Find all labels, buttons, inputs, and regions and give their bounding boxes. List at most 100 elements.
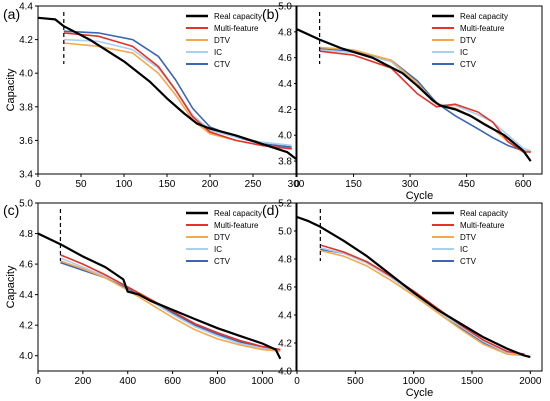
y-tick-label: 3.6	[19, 136, 33, 147]
panel-label: (b)	[262, 6, 279, 22]
series-line-dtv	[63, 42, 292, 150]
series-line-ic	[319, 49, 531, 152]
y-tick-label: 4.8	[278, 27, 292, 38]
y-tick-label: 3.8	[278, 157, 292, 168]
x-tick-label: 450	[458, 179, 475, 190]
y-tick-label: 4.2	[19, 321, 33, 332]
panel-label: (c)	[3, 202, 19, 218]
series-line-ctv	[319, 47, 531, 153]
series-line-dtv	[320, 249, 525, 357]
x-tick-label: 1000	[251, 376, 274, 387]
y-tick-label: 4.0	[278, 367, 292, 378]
series-line-real-capacity	[38, 16, 296, 160]
y-axis-label: Capacity	[5, 68, 17, 111]
plot-frame	[296, 5, 543, 175]
legend-label-ctv: CTV	[460, 257, 477, 266]
x-tick-label: 800	[209, 376, 226, 387]
y-tick-label: 5.0	[278, 227, 292, 238]
y-tick-label: 3.4	[19, 170, 33, 181]
y-tick-label: 4.2	[19, 35, 33, 46]
x-tick-label: 250	[245, 179, 262, 190]
legend-label-dtv: DTV	[214, 233, 231, 242]
y-tick-label: 4.8	[278, 255, 292, 266]
legend-label-ctv: CTV	[460, 60, 477, 69]
legend-label-dtv: DTV	[460, 233, 477, 242]
legend-label-multi-feature: Multi-feature	[460, 24, 505, 33]
legend-label-real-capacity: Real capacity	[214, 209, 262, 218]
y-tick-label: 5.2	[278, 199, 292, 210]
series-line-ctv	[60, 261, 281, 351]
x-tick-label: 1000	[403, 376, 426, 387]
series-line-real-capacity	[38, 232, 282, 360]
x-tick-label: 0	[294, 376, 300, 387]
series-line-multi-feature	[63, 32, 292, 150]
legend-label-real-capacity: Real capacity	[460, 12, 508, 21]
series-line-multi-feature	[319, 50, 531, 153]
series-line-real-capacity	[297, 215, 531, 359]
x-tick-label: 200	[75, 376, 92, 387]
y-tick-label: 4.4	[278, 79, 292, 90]
y-tick-label: 4.0	[19, 351, 33, 362]
legend-label-multi-feature: Multi-feature	[214, 221, 259, 230]
x-tick-label: 200	[202, 179, 219, 190]
legend-label-multi-feature: Multi-feature	[460, 221, 505, 230]
y-tick-label: 4.2	[278, 339, 292, 350]
series-line-ic	[60, 257, 281, 351]
legend-label-ic: IC	[214, 48, 222, 57]
x-tick-label: 0	[294, 179, 300, 190]
x-tick-label: 150	[159, 179, 176, 190]
panel-4: 0 500 1000 1500 2000 4.0 4.2 4.4 4.6 4.8 5.0 5.2 Cyc…	[262, 199, 543, 399]
y-tick-label: 3.8	[19, 102, 33, 113]
x-tick-label: 400	[119, 376, 136, 387]
x-tick-label: 600	[515, 179, 532, 190]
y-tick-label: 4.8	[19, 229, 33, 240]
legend-label-real-capacity: Real capacity	[460, 209, 508, 218]
y-tick-label: 4.4	[19, 290, 33, 301]
x-tick-label: 600	[164, 376, 181, 387]
x-tick-label: 300	[288, 179, 305, 190]
legend-label-ic: IC	[460, 48, 468, 57]
series-line-ctv	[63, 30, 292, 148]
plot-frame	[296, 202, 543, 372]
panel-3: 0 200 400 600 800 1000 4.0 4.2 4.4 4.6 4.8 5.0 Capac…	[3, 199, 297, 387]
y-tick-label: 4.4	[19, 2, 33, 13]
x-tick-label: 500	[347, 376, 364, 387]
series-line-multi-feature	[60, 254, 281, 351]
series-line-ic	[320, 247, 525, 355]
y-axis-label: Capacity	[5, 265, 17, 308]
y-tick-label: 5.0	[278, 2, 292, 13]
x-tick-label: 50	[75, 179, 87, 190]
y-tick-label: 4.0	[19, 69, 33, 80]
x-tick-label: 150	[345, 179, 362, 190]
legend-label-ic: IC	[214, 245, 222, 254]
series-line-dtv	[60, 260, 281, 352]
legend-label-real-capacity: Real capacity	[214, 12, 262, 21]
y-tick-label: 4.6	[278, 283, 292, 294]
x-tick-label: 1500	[461, 376, 484, 387]
panel-2: 0 150 300 450 600 3.8 4.0 4.2 4.4 4.6 4.8 5.0 Cycle (…	[262, 2, 543, 202]
legend-label-ctv: CTV	[214, 257, 231, 266]
x-axis-label: Cycle	[406, 387, 434, 399]
x-tick-label: 100	[116, 179, 133, 190]
panel-1: 0 50 100 150 200 250 300 3.4 3.6 3.8 4.0 4.2 4.4 Capa…	[3, 2, 305, 191]
y-tick-label: 4.6	[278, 53, 292, 64]
x-axis-label: Cycle	[406, 190, 434, 202]
legend-label-ctv: CTV	[214, 60, 231, 69]
y-tick-label: 4.0	[278, 131, 292, 142]
legend-label-dtv: DTV	[460, 36, 477, 45]
y-tick-label: 4.4	[278, 311, 292, 322]
legend-label-multi-feature: Multi-feature	[214, 24, 259, 33]
x-tick-label: 300	[402, 179, 419, 190]
legend-label-dtv: DTV	[214, 36, 231, 45]
series-line-real-capacity	[297, 28, 532, 162]
x-tick-label: 2000	[519, 376, 542, 387]
x-tick-label: 0	[35, 376, 41, 387]
series-line-multi-feature	[320, 244, 525, 355]
legend-label-ic: IC	[460, 245, 468, 254]
panel-label: (a)	[3, 6, 20, 22]
panel-label: (d)	[262, 202, 279, 218]
x-tick-label: 0	[35, 179, 41, 190]
y-tick-label: 4.6	[19, 260, 33, 271]
y-tick-label: 4.2	[278, 105, 292, 116]
